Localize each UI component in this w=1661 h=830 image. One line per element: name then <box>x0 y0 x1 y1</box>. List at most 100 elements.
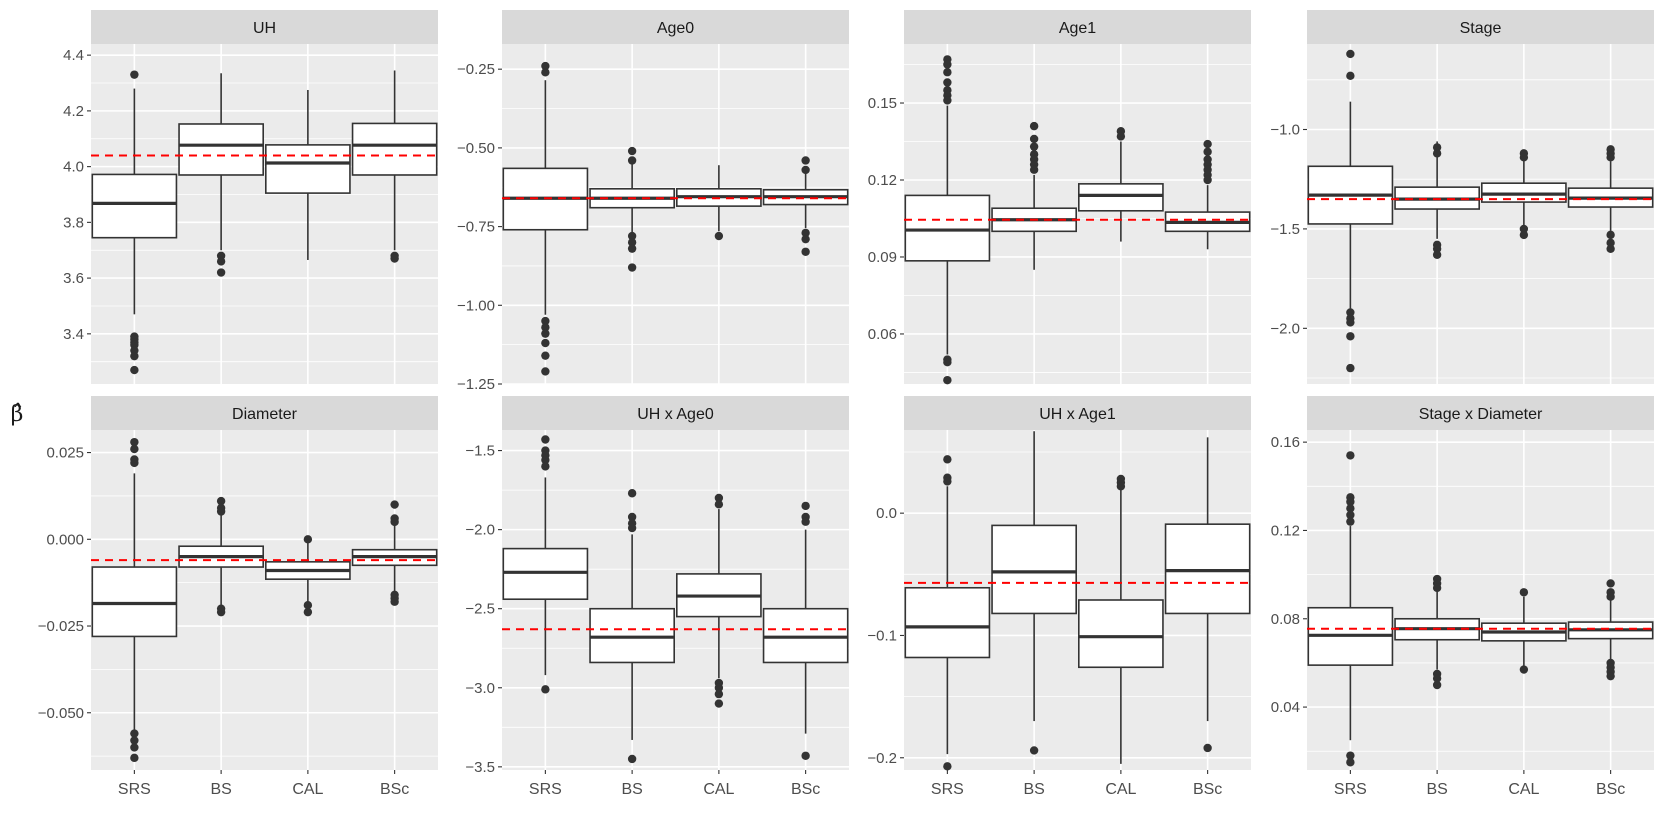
outlier-point <box>627 156 637 165</box>
outlier-point <box>1346 451 1355 460</box>
outlier-point <box>1203 743 1212 753</box>
y-tick-label: −0.25 <box>457 61 495 78</box>
x-tick-label: CAL <box>292 781 323 798</box>
facet-title: UH x Age0 <box>637 406 714 423</box>
outlier-point <box>627 489 637 498</box>
outlier-point <box>130 70 139 79</box>
outlier-point <box>216 507 226 516</box>
box-cal <box>265 535 351 617</box>
outlier-point <box>541 367 550 376</box>
box-iqr <box>904 194 991 262</box>
y-tick-label: 0.000 <box>46 531 84 548</box>
outlier-point <box>1346 332 1355 341</box>
x-tick-label: BSc <box>1193 781 1222 798</box>
y-tick-label: −0.50 <box>457 140 495 157</box>
outlier-point <box>1029 121 1039 131</box>
box-bs <box>589 489 675 764</box>
outlier-point <box>1346 510 1355 520</box>
outlier-point <box>1432 583 1442 593</box>
panel: UH x Age0 −3.5 −3.0 −2.5 −2.0 −1.5 SRS BS CAL BSc <box>465 396 849 798</box>
y-tick-label: −1.25 <box>457 376 495 393</box>
panel: Diameter −0.050 −0.025 0.000 0.025 SRS BS CAL BS… <box>38 396 438 798</box>
box-iqr <box>1078 599 1164 669</box>
y-tick-label: −1.0 <box>1270 121 1300 138</box>
outlier-point <box>541 685 550 694</box>
y-tick-label: −1.00 <box>457 297 495 314</box>
panel: Stage −2.0 −1.5 −1.0 <box>1270 10 1654 384</box>
box-iqr <box>91 566 178 638</box>
y-tick-label: −0.025 <box>38 618 84 635</box>
outlier-point <box>390 517 399 527</box>
outlier-point <box>130 365 139 375</box>
outlier-point <box>1432 143 1442 152</box>
y-tick-label: 0.12 <box>868 172 897 189</box>
outlier-point <box>627 231 637 241</box>
outlier-point <box>1606 579 1615 588</box>
outlier-point <box>1346 751 1355 760</box>
outlier-point <box>1606 230 1615 240</box>
y-tick-label: −2.0 <box>465 522 495 539</box>
x-tick-label: SRS <box>931 781 964 798</box>
outlier-point <box>390 500 399 509</box>
y-tick-label: 4.4 <box>63 47 84 64</box>
outlier-point <box>541 329 550 338</box>
outlier-point <box>627 512 637 522</box>
y-tick-label: −2.0 <box>1270 320 1300 337</box>
outlier-point <box>216 268 226 277</box>
outlier-point <box>1519 224 1529 234</box>
outlier-point <box>943 357 952 367</box>
outlier-point <box>1606 238 1615 248</box>
outlier-point <box>1029 746 1039 755</box>
outlier-point <box>801 156 810 165</box>
x-tick-label: BS <box>1023 781 1044 798</box>
facet-title: Diameter <box>232 406 298 423</box>
y-tick-label: 0.15 <box>868 95 897 112</box>
outlier-point <box>714 683 724 692</box>
outlier-point <box>943 78 952 87</box>
box-bs <box>991 431 1077 755</box>
panel-background <box>1307 430 1654 770</box>
outlier-point <box>801 751 810 760</box>
outlier-point <box>627 523 637 533</box>
outlier-point <box>627 263 637 272</box>
outlier-point <box>541 338 550 348</box>
y-tick-label: 3.8 <box>63 214 84 231</box>
outlier-point <box>801 501 810 511</box>
facet-title: Stage <box>1460 20 1502 37</box>
outlier-point <box>627 146 637 156</box>
outlier-point <box>1029 142 1039 151</box>
y-tick-label: 4.0 <box>63 159 84 176</box>
x-tick-label: SRS <box>529 781 562 798</box>
y-tick-label: −3.0 <box>465 680 495 697</box>
outlier-point <box>1346 363 1355 373</box>
y-tick-label: 0.08 <box>1271 611 1300 628</box>
outlier-point <box>1606 592 1615 601</box>
outlier-point <box>943 477 952 486</box>
x-tick-label: CAL <box>703 781 734 798</box>
facet-title: Age1 <box>1059 20 1096 37</box>
x-tick-label: CAL <box>1508 781 1539 798</box>
outlier-point <box>1346 71 1355 81</box>
outlier-point <box>801 165 810 175</box>
facet-strip <box>1307 10 1654 44</box>
panel: Age0 −1.25 −1.00 −0.75 −0.50 −0.25 <box>457 10 849 393</box>
facet-strip <box>1307 396 1654 430</box>
x-tick-label: BSc <box>380 781 409 798</box>
outlier-point <box>541 435 550 444</box>
facet-strip <box>502 396 849 430</box>
box-iqr <box>991 524 1077 615</box>
y-tick-label: −0.1 <box>867 627 897 644</box>
outlier-point <box>1203 139 1212 149</box>
outlier-point <box>714 493 724 503</box>
y-tick-label: −0.050 <box>38 705 84 722</box>
panel: Stage x Diameter 0.04 0.08 0.12 0.16 SRS BS CAL… <box>1271 396 1654 798</box>
box-iqr <box>1164 523 1251 615</box>
box-cal <box>1481 588 1567 674</box>
box-srs <box>1307 451 1394 767</box>
outlier-point <box>130 437 139 447</box>
outlier-point <box>303 607 313 617</box>
x-tick-label: BS <box>210 781 231 798</box>
outlier-point <box>801 247 810 256</box>
outlier-point <box>943 60 952 69</box>
outlier-point <box>1346 49 1355 59</box>
